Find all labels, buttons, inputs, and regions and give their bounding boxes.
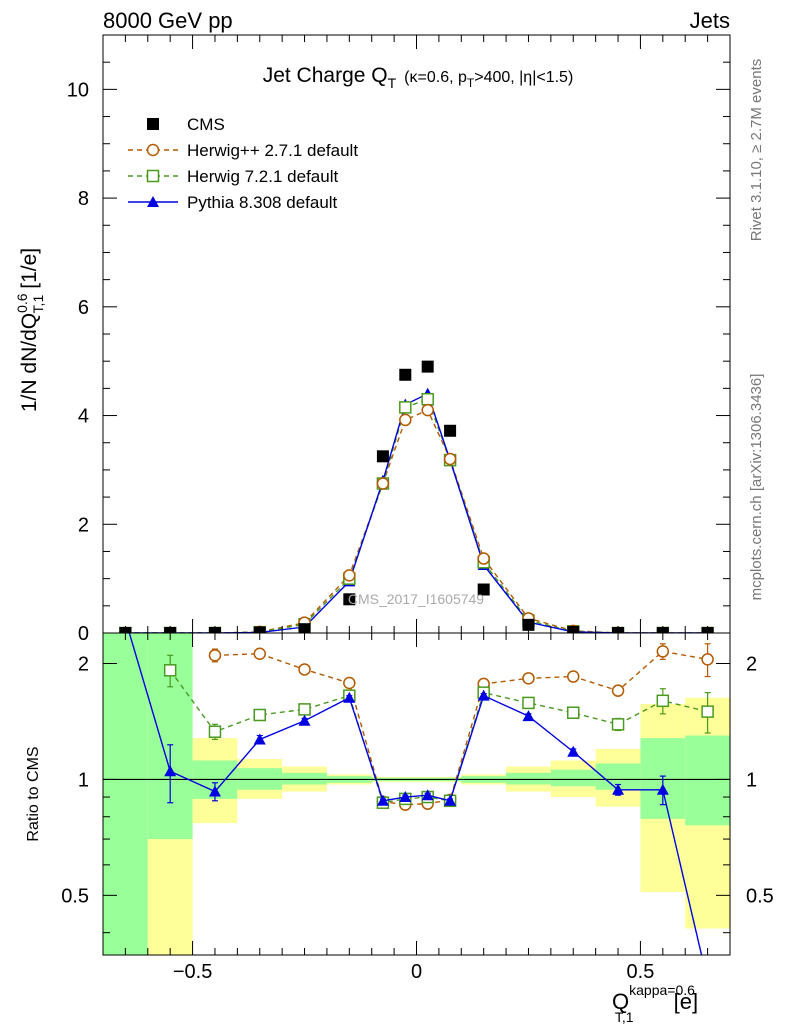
- mcplots-label: mcplots.cern.ch [arXiv:1306.3436]: [748, 374, 765, 601]
- header-energy-label: 8000 GeV pp: [103, 8, 233, 33]
- ratio-point-pythia-8-308-default: [376, 794, 389, 806]
- legend-label: Pythia 8.308 default: [187, 193, 338, 212]
- main-point-herwig-2-7-1-default: [421, 403, 434, 417]
- y-axis-label-main: 1/N dN/dQ0.6T,1[1/e]: [14, 248, 46, 412]
- ratio-point-pythia-8-308-default: [164, 765, 177, 777]
- x-tick-label: −0.5: [173, 961, 212, 983]
- band-inner-bin: [282, 772, 327, 785]
- legend-label: CMS: [187, 115, 225, 134]
- main-point-herwig-2-7-1-default: [376, 477, 390, 490]
- band-inner-bin: [103, 633, 148, 955]
- main-point-cms: [399, 368, 412, 381]
- main-point-cms: [522, 618, 535, 631]
- band-inner-bin: [550, 769, 596, 787]
- main-point-herwig-7-2-1-default: [421, 392, 434, 406]
- x-axis-label: Qkappa=0.6 T,1[e]: [612, 982, 698, 1024]
- ratio-point-herwig-2-7-1-default: [343, 676, 356, 690]
- ratio-uncertainty-bands: [103, 633, 730, 955]
- ratio-point-herwig-2-7-1-default: [253, 647, 266, 660]
- ratio-point-herwig-7-2-1-default: [656, 694, 670, 708]
- main-point-herwig-7-2-1-default: [399, 401, 412, 414]
- axis-tick-labels: 0 2 4 6 8 10 0.5 0.5 1 1 2 2 −0.5 0 0.5: [61, 79, 774, 983]
- legend-marker: [146, 143, 160, 157]
- y-tick-label-ratio-left: 0.5: [61, 885, 89, 907]
- chart-title: Jet Charge QT (κ=0.6, pT>400, |η|<1.5): [263, 64, 574, 91]
- ratio-point-herwig-2-7-1-default: [611, 684, 625, 697]
- ratio-point-herwig-7-2-1-default: [701, 705, 714, 718]
- ratio-point-pythia-8-308-default: [702, 975, 714, 986]
- x-tick-label: 0.5: [627, 961, 655, 983]
- legend-marker: [147, 118, 159, 130]
- ratio-point-pythia-8-308-default: [253, 733, 266, 745]
- x-tick-label: 0: [411, 961, 422, 983]
- ratio-point-pythia-8-308-default: [399, 791, 412, 803]
- legend-marker: [146, 169, 160, 183]
- main-point-herwig-2-7-1-default: [443, 452, 457, 466]
- band-inner-bin: [506, 772, 551, 785]
- y-tick-label-main: 10: [67, 79, 89, 101]
- header-jets-label: Jets: [689, 8, 730, 33]
- ratio-point-pythia-8-308-default: [421, 789, 434, 801]
- main-point-cms: [376, 450, 389, 463]
- ratio-point-pythia-8-308-default: [522, 710, 535, 722]
- ratio-point-herwig-2-7-1-default: [522, 672, 535, 685]
- ratio-point-herwig-7-2-1-default: [253, 708, 266, 722]
- ratio-point-herwig-7-2-1-default: [567, 706, 580, 719]
- ratio-point-pythia-8-308-default: [612, 783, 625, 795]
- main-point-herwig-2-7-1-default: [399, 413, 412, 427]
- ratio-point-herwig-7-2-1-default: [208, 725, 222, 738]
- analysis-watermark: CMS_2017_I1605749: [348, 591, 484, 607]
- y-tick-label-main: 0: [78, 623, 89, 645]
- ratio-point-pythia-8-308-default: [444, 794, 457, 806]
- ratio-line-pythia-8-308-default: [128, 633, 703, 955]
- y-tick-label-main: 4: [78, 406, 89, 428]
- main-point-cms: [477, 583, 490, 596]
- ratio-line-herwig-2-7-1-default: [214, 650, 708, 806]
- ratio-point-herwig-2-7-1-default: [298, 663, 311, 676]
- ratio-point-herwig-2-7-1-default: [567, 670, 580, 683]
- ratio-point-herwig-7-2-1-default: [611, 718, 625, 731]
- ratio-point-pythia-8-308-default: [119, 614, 131, 625]
- y-axis-label-ratio: Ratio to CMS: [25, 746, 42, 841]
- ratio-series-group: [119, 614, 714, 986]
- ratio-point-pythia-8-308-default: [298, 714, 311, 726]
- axis-ticks: [102, 34, 731, 955]
- y-tick-label-main: 8: [78, 188, 89, 210]
- ratio-point-herwig-2-7-1-default: [208, 649, 222, 662]
- ratio-point-herwig-2-7-1-default: [701, 653, 714, 666]
- main-point-herwig-2-7-1-default: [477, 552, 490, 565]
- ratio-point-herwig-7-2-1-default: [298, 703, 311, 716]
- legend-label: Herwig++ 2.7.1 default: [187, 141, 358, 160]
- legend-label: Herwig 7.2.1 default: [187, 167, 338, 186]
- main-point-cms: [343, 593, 356, 606]
- rivet-version-label: Rivet 3.1.10, ≥ 2.7M events: [748, 59, 765, 242]
- ratio-point-pythia-8-308-default: [567, 745, 580, 757]
- y-tick-label-ratio-right: 0.5: [746, 885, 774, 907]
- ratio-point-pythia-8-308-default: [343, 691, 356, 703]
- y-tick-label-ratio-left: 2: [78, 653, 89, 675]
- ratio-point-herwig-2-7-1-default: [656, 645, 670, 658]
- main-point-cms: [421, 360, 434, 373]
- ratio-point-pythia-8-308-default: [656, 783, 669, 795]
- ratio-point-herwig-7-2-1-default: [163, 664, 177, 677]
- legend-marker: [147, 196, 159, 207]
- legend: CMS Herwig++ 2.7.1 default Herwig 7.2.1 de…: [128, 115, 358, 212]
- y-tick-label-ratio-right: 1: [746, 769, 757, 791]
- band-inner-bin: [685, 735, 730, 826]
- y-tick-label-main: 6: [78, 297, 89, 319]
- ratio-point-pythia-8-308-default: [477, 689, 490, 701]
- y-tick-label-ratio-right: 2: [746, 653, 757, 675]
- main-point-cms: [444, 424, 457, 437]
- ratio-point-herwig-7-2-1-default: [522, 696, 535, 710]
- y-tick-label-ratio-left: 1: [78, 769, 89, 791]
- ratio-point-pythia-8-308-default: [208, 785, 221, 797]
- main-point-herwig-2-7-1-default: [343, 569, 356, 582]
- y-tick-label-main: 2: [78, 514, 89, 536]
